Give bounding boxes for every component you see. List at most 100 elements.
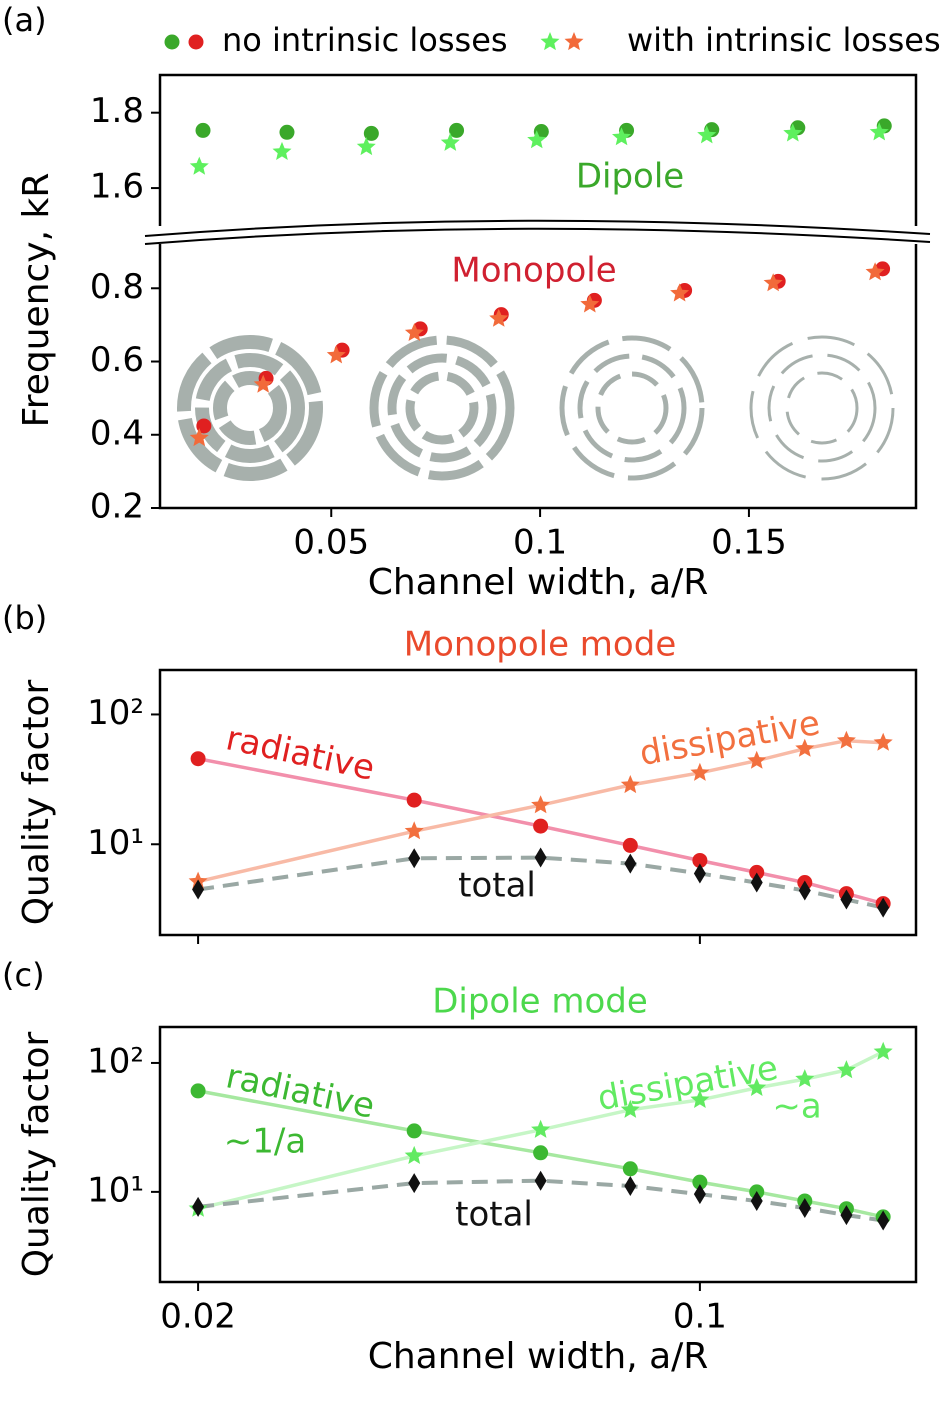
point: [408, 848, 421, 869]
annotation: Monopole: [451, 251, 616, 291]
point: [580, 294, 600, 313]
point: [877, 1210, 890, 1231]
legend-marker: [540, 32, 560, 51]
x-tick-label: 0.1: [513, 523, 567, 563]
point: [877, 897, 890, 918]
point: [440, 132, 460, 151]
point: [612, 127, 631, 146]
point: [404, 323, 424, 341]
legend-marker: [164, 34, 180, 50]
point: [795, 738, 815, 757]
point: [763, 273, 783, 292]
y-tick-label: 10¹: [87, 823, 144, 863]
point: [747, 1077, 767, 1096]
point: [693, 863, 706, 884]
point: [253, 374, 273, 393]
x-tick-label: 0.15: [711, 523, 787, 563]
point: [620, 1099, 640, 1118]
point: [190, 1083, 206, 1099]
annotation: Dipole: [576, 157, 684, 197]
point: [404, 1145, 424, 1164]
point: [620, 775, 640, 794]
x-tick-label: 0.02: [160, 1297, 236, 1337]
point: [873, 732, 893, 751]
panel-label: (a): [2, 1, 47, 39]
y-tick-label: 10²: [87, 1041, 144, 1081]
point: [190, 751, 206, 767]
legend-marker: [188, 34, 204, 50]
point: [189, 156, 209, 175]
legend-label: no intrinsic losses: [222, 21, 508, 59]
panel-label: (b): [2, 599, 47, 637]
point: [836, 1060, 856, 1079]
point: [798, 1197, 811, 1218]
point: [489, 308, 509, 327]
point: [531, 795, 551, 814]
point: [196, 418, 212, 434]
axis-break: [144, 219, 931, 245]
point: [836, 730, 856, 749]
annotation: ~1/a: [224, 1122, 306, 1162]
x-tick-label: 0.05: [293, 523, 369, 563]
point: [189, 428, 209, 447]
y-tick-label: 1.6: [90, 167, 144, 207]
x-axis-label: Channel width, a/R: [368, 1336, 709, 1377]
series-label: total: [458, 866, 536, 906]
legend-label: with intrinsic losses: [627, 21, 941, 59]
point: [527, 130, 547, 149]
point: [747, 750, 767, 769]
y-axis-label: Quality factor: [16, 1032, 57, 1278]
y-tick-label: 0.4: [90, 413, 144, 453]
frames: [158, 73, 918, 1284]
point: [692, 852, 708, 868]
point: [697, 125, 717, 144]
point: [690, 1089, 710, 1108]
point: [406, 792, 422, 808]
point: [798, 880, 811, 901]
panel-title: Dipole mode: [432, 982, 648, 1022]
y-tick-label: 10¹: [87, 1170, 144, 1210]
y-axis-label: Frequency, kR: [16, 173, 57, 428]
panel-label: (c): [2, 956, 45, 994]
point: [622, 837, 638, 853]
point: [449, 122, 465, 138]
point: [192, 879, 205, 900]
point: [272, 141, 292, 160]
point: [750, 872, 763, 893]
point: [533, 818, 549, 834]
series-label: total: [455, 1195, 533, 1235]
point: [692, 1174, 708, 1190]
point: [622, 1161, 638, 1177]
point: [279, 124, 295, 140]
point: [195, 122, 211, 138]
point: [326, 345, 346, 364]
point: [624, 1176, 637, 1197]
point: [624, 853, 637, 874]
point: [840, 889, 853, 910]
point: [783, 123, 803, 142]
series-label: dissipative: [637, 703, 823, 774]
point: [534, 1170, 547, 1191]
y-tick-label: 0.6: [90, 340, 144, 380]
point: [873, 1041, 893, 1060]
point: [693, 1184, 706, 1205]
point: [363, 125, 379, 141]
point: [356, 137, 376, 156]
point: [404, 821, 424, 840]
point: [840, 1205, 853, 1226]
ring-icons: [177, 335, 895, 481]
x-tick-label: 0.1: [673, 1297, 727, 1337]
y-tick-label: 0.2: [90, 487, 144, 527]
point: [690, 762, 710, 781]
point: [531, 1119, 551, 1138]
point: [533, 1145, 549, 1161]
y-tick-label: 1.8: [90, 91, 144, 131]
y-axis-label: Quality factor: [16, 680, 57, 926]
point: [670, 283, 690, 302]
annotation: ~a: [772, 1087, 821, 1127]
point: [869, 122, 889, 141]
point: [408, 1173, 421, 1194]
series-label: radiative: [223, 1056, 379, 1126]
y-tick-label: 10²: [87, 693, 144, 733]
